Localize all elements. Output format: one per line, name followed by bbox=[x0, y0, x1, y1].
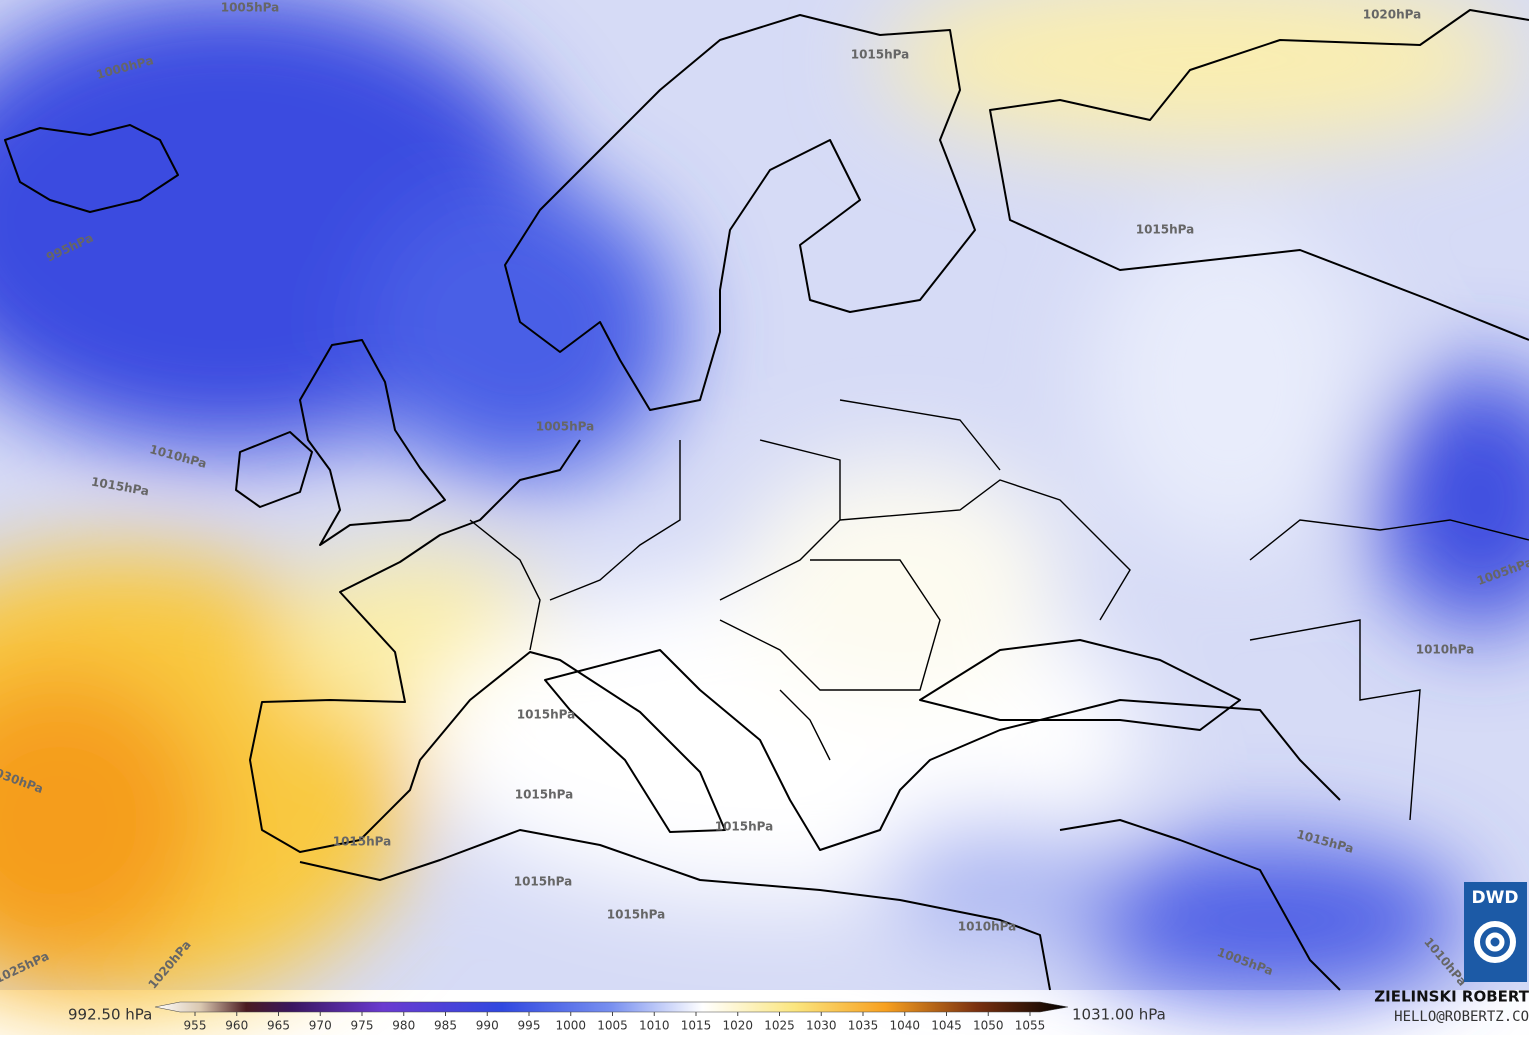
isobar-label: 1015hPa bbox=[715, 820, 774, 834]
pressure-field bbox=[0, 0, 1529, 1010]
isobar-label: 1015hPa bbox=[851, 48, 910, 62]
colorbar-tick-label: 990 bbox=[476, 1019, 499, 1033]
isobar-label: 1020hPa bbox=[1363, 8, 1422, 22]
colorbar-tick-label: 1040 bbox=[889, 1019, 920, 1033]
colorbar-tick-label: 975 bbox=[351, 1019, 374, 1033]
colorbar-tick-label: 1045 bbox=[931, 1019, 962, 1033]
colorbar-tick-label: 1030 bbox=[806, 1019, 837, 1033]
credit-contact: HELLO@ROBERTZ.CO bbox=[1394, 1009, 1529, 1025]
colorbar-tick-label: 1000 bbox=[555, 1019, 586, 1033]
isobar-label: 1010hPa bbox=[958, 920, 1017, 934]
colorbar-ramp bbox=[154, 1001, 1069, 1013]
colorbar-tick-label: 955 bbox=[184, 1019, 207, 1033]
colorbar-tick-label: 1055 bbox=[1015, 1019, 1046, 1033]
colorbar-tick-label: 1035 bbox=[848, 1019, 879, 1033]
colorbar-tick-label: 1010 bbox=[639, 1019, 670, 1033]
colorbar-tick-label: 995 bbox=[518, 1019, 541, 1033]
colorbar-tick-label: 1015 bbox=[681, 1019, 712, 1033]
colorbar-tick-label: 1025 bbox=[764, 1019, 795, 1033]
coastlines bbox=[4, 9, 1529, 991]
isobar-label: 1015hPa bbox=[515, 788, 574, 802]
isobar-label: 1015hPa bbox=[517, 708, 576, 722]
isobar-label: 1015hPa bbox=[607, 908, 666, 922]
colorbar: 992.50 hPa 1031.00 hPa 955 960 965 970 975 98… bbox=[68, 1001, 1166, 1033]
colorbar-tick-label: 980 bbox=[392, 1019, 415, 1033]
isobar-label: 1010hPa bbox=[1416, 643, 1475, 657]
isobar-label: 1015hPa bbox=[1136, 223, 1195, 237]
isobar-label: 1015hPa bbox=[514, 875, 573, 889]
isobar-label: 1005hPa bbox=[221, 1, 280, 15]
colorbar-tick-label: 985 bbox=[434, 1019, 457, 1033]
isobar-label: 1015hPa bbox=[333, 835, 392, 849]
dwd-logo-swirl bbox=[1485, 932, 1505, 952]
colorbar-tick-label: 1020 bbox=[722, 1019, 753, 1033]
dwd-logo-text: DWD bbox=[1472, 888, 1519, 908]
colorbar-tick-label: 1005 bbox=[597, 1019, 628, 1033]
colorbar-tick-label: 970 bbox=[309, 1019, 332, 1033]
colorbar-tick-label: 960 bbox=[225, 1019, 248, 1033]
colorbar-tick-label: 965 bbox=[267, 1019, 290, 1033]
dwd-logo bbox=[1464, 882, 1527, 982]
borders bbox=[469, 399, 1529, 821]
isobar-label: 1005hPa bbox=[536, 420, 595, 434]
colorbar-min: 992.50 hPa bbox=[68, 1006, 152, 1024]
colorbar-tick-label: 1050 bbox=[973, 1019, 1004, 1033]
dwd-logo-swirl bbox=[1474, 921, 1516, 963]
credit-name: ZIELINSKI ROBERT bbox=[1374, 988, 1529, 1006]
colorbar-max: 1031.00 hPa bbox=[1072, 1006, 1166, 1024]
